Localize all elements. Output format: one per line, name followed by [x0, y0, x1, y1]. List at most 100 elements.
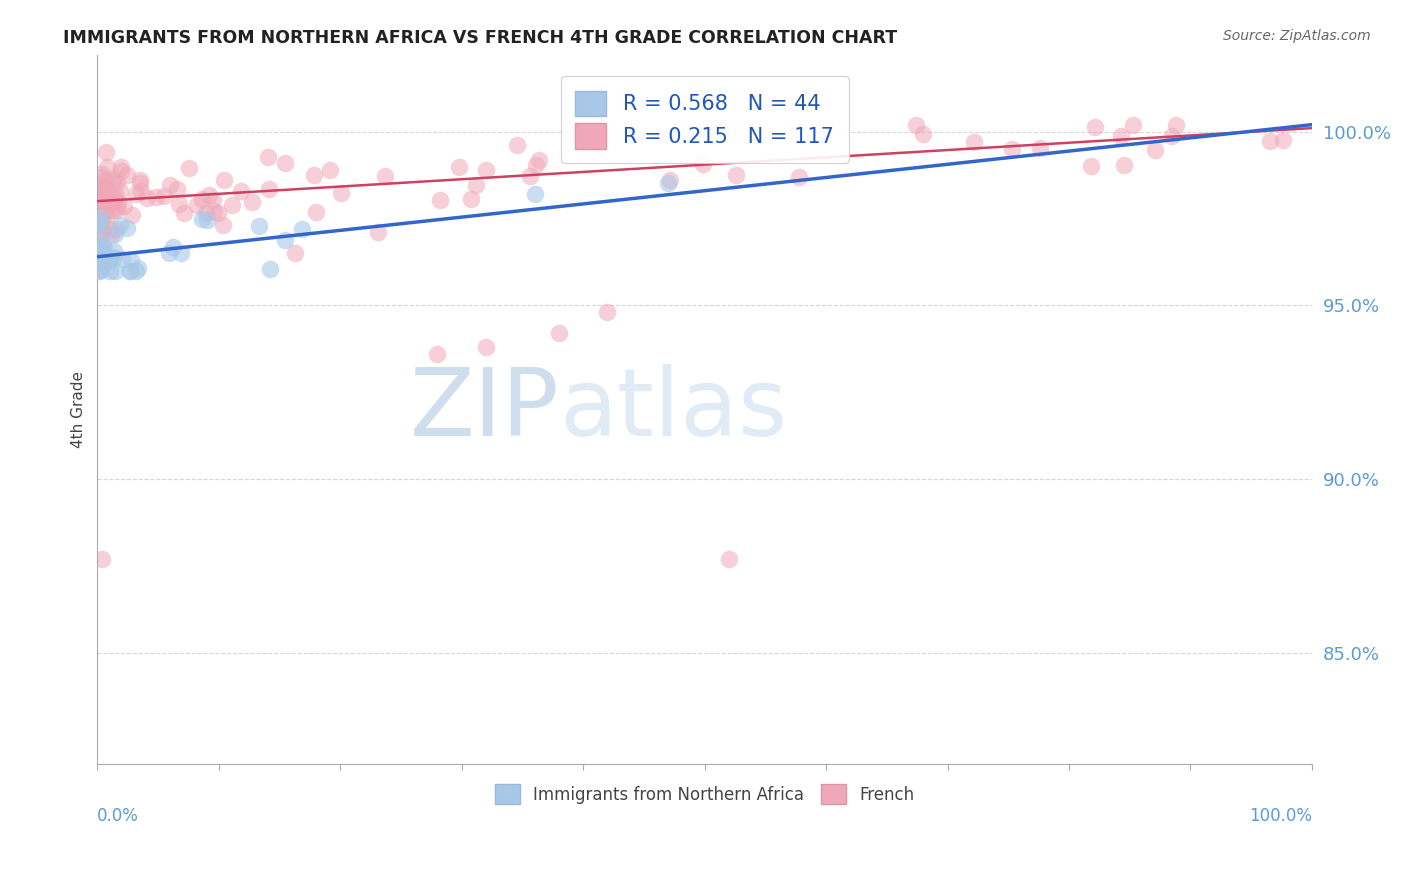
Point — [129, 176, 152, 190]
Point — [91, 552, 114, 566]
Point — [157, 245, 180, 260]
Text: Source: ZipAtlas.com: Source: ZipAtlas.com — [1223, 29, 1371, 43]
Point — [115, 168, 138, 182]
Point — [125, 187, 148, 202]
Point — [291, 221, 314, 235]
Point — [135, 191, 157, 205]
Text: IMMIGRANTS FROM NORTHERN AFRICA VS FRENCH 4TH GRADE CORRELATION CHART: IMMIGRANTS FROM NORTHERN AFRICA VS FRENC… — [63, 29, 897, 46]
Point — [524, 157, 547, 171]
Point — [259, 182, 281, 196]
Point — [110, 160, 132, 174]
Point — [115, 220, 138, 235]
Point — [240, 195, 263, 210]
Point — [90, 244, 112, 259]
Point — [94, 174, 117, 188]
Point — [94, 251, 117, 265]
Point — [118, 263, 141, 277]
Point — [90, 170, 112, 185]
Point — [96, 160, 118, 174]
Point — [125, 263, 148, 277]
Point — [103, 250, 125, 264]
Point — [100, 250, 122, 264]
Point — [98, 263, 121, 277]
Point — [86, 243, 108, 257]
Point — [717, 552, 740, 566]
Point — [87, 245, 110, 260]
Point — [374, 169, 396, 183]
Point — [105, 200, 128, 214]
Point — [257, 150, 280, 164]
Point — [89, 192, 111, 206]
Point — [191, 192, 214, 206]
Point — [204, 204, 226, 219]
Point — [449, 160, 471, 174]
Point — [787, 170, 810, 185]
Text: atlas: atlas — [558, 364, 787, 456]
Point — [96, 255, 118, 269]
Point — [101, 171, 124, 186]
Point — [1028, 141, 1050, 155]
Point — [1080, 159, 1102, 173]
Point — [1166, 118, 1188, 132]
Point — [89, 227, 111, 242]
Point — [107, 194, 129, 209]
Point — [90, 262, 112, 277]
Point — [195, 212, 218, 227]
Point — [198, 187, 221, 202]
Point — [103, 195, 125, 210]
Point — [474, 162, 496, 177]
Point — [111, 252, 134, 267]
Point — [105, 203, 128, 218]
Point — [89, 216, 111, 230]
Point — [127, 260, 149, 275]
Point — [89, 211, 111, 225]
Point — [1271, 133, 1294, 147]
Point — [195, 206, 218, 220]
Point — [905, 118, 928, 132]
Point — [91, 178, 114, 192]
Point — [1122, 118, 1144, 132]
Text: 0.0%: 0.0% — [97, 807, 139, 825]
Point — [91, 182, 114, 196]
Point — [319, 163, 342, 178]
Point — [162, 240, 184, 254]
Point — [108, 218, 131, 232]
Point — [108, 184, 131, 198]
Point — [247, 219, 270, 234]
Point — [91, 224, 114, 238]
Point — [94, 208, 117, 222]
Point — [103, 174, 125, 188]
Point — [103, 244, 125, 258]
Point — [1001, 142, 1024, 156]
Y-axis label: 4th Grade: 4th Grade — [72, 371, 86, 448]
Point — [527, 153, 550, 168]
Point — [87, 248, 110, 262]
Point — [87, 200, 110, 214]
Point — [367, 225, 389, 239]
Point — [94, 180, 117, 194]
Point — [94, 179, 117, 194]
Point — [221, 198, 243, 212]
Point — [547, 326, 569, 341]
Point — [112, 199, 135, 213]
Point — [963, 135, 986, 149]
Point — [101, 202, 124, 217]
Point — [104, 221, 127, 235]
Point — [129, 173, 152, 187]
Point — [93, 240, 115, 254]
Point — [330, 186, 353, 200]
Point — [692, 157, 714, 171]
Point — [101, 194, 124, 209]
Point — [202, 193, 225, 207]
Point — [91, 258, 114, 272]
Text: ZIP: ZIP — [409, 364, 558, 456]
Point — [105, 175, 128, 189]
Point — [465, 178, 488, 192]
Point — [100, 228, 122, 243]
Point — [273, 156, 295, 170]
Point — [120, 263, 142, 277]
Point — [129, 184, 152, 198]
Point — [186, 198, 208, 212]
Point — [302, 168, 325, 182]
Point — [89, 263, 111, 277]
